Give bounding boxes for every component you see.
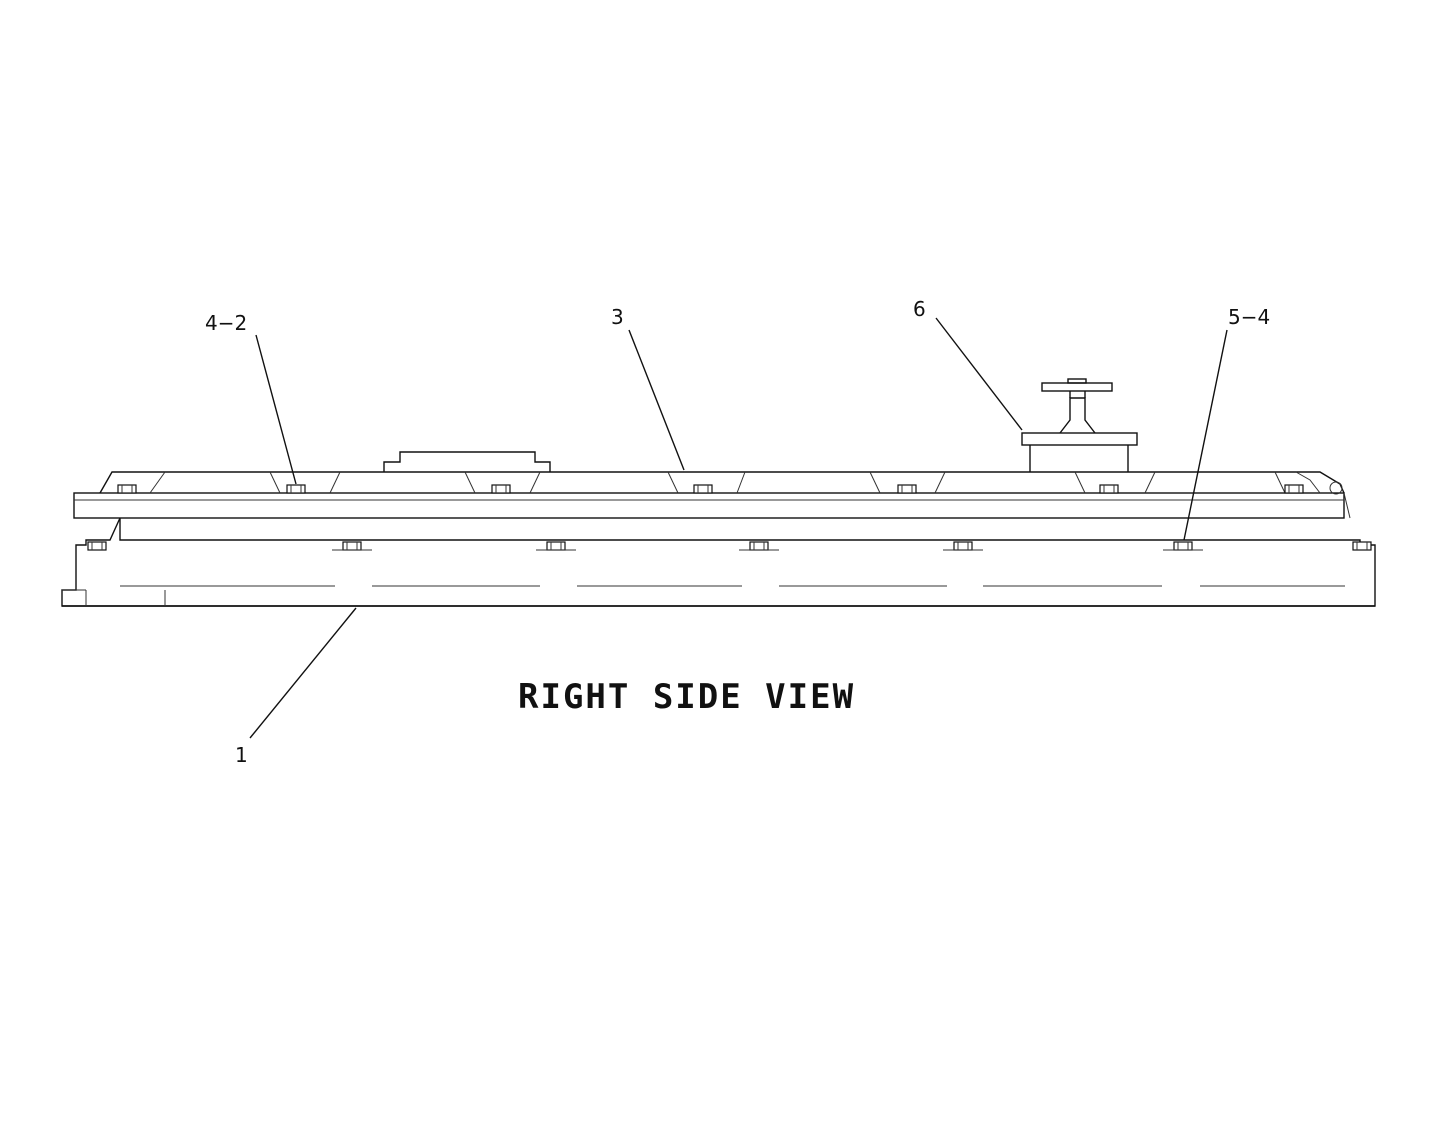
top-bolts (117, 484, 1304, 494)
base-pan (61, 517, 1376, 607)
bolt (117, 484, 137, 494)
callout-4-2: 4−2 (205, 311, 247, 335)
bolt (286, 484, 306, 494)
bolt (1284, 484, 1304, 494)
callout-1: 1 (235, 743, 248, 767)
leader-line-3 (628, 329, 685, 471)
view-title: RIGHT SIDE VIEW (518, 677, 855, 717)
lower-bolts (87, 541, 1372, 551)
bolt (536, 541, 576, 551)
bolt (332, 541, 372, 551)
flange-plate (73, 492, 1351, 519)
callout-3: 3 (611, 305, 624, 329)
bolt (693, 484, 713, 494)
bolt (1352, 541, 1372, 551)
leader-line-4-2 (255, 334, 297, 485)
leader-line-1 (249, 607, 357, 739)
bolt (897, 484, 917, 494)
top-cover (99, 451, 1345, 495)
leader-lines (249, 317, 1228, 739)
breather-assembly (1021, 378, 1138, 472)
bolt (1099, 484, 1119, 494)
bolt (1163, 541, 1203, 551)
bolt (943, 541, 983, 551)
leader-line-5-4 (1183, 329, 1228, 541)
bolt (491, 484, 511, 494)
leader-line-6 (935, 317, 1023, 431)
bolt (739, 541, 779, 551)
callout-5-4: 5−4 (1228, 305, 1270, 329)
callout-6: 6 (913, 297, 926, 321)
bolt (87, 541, 107, 551)
